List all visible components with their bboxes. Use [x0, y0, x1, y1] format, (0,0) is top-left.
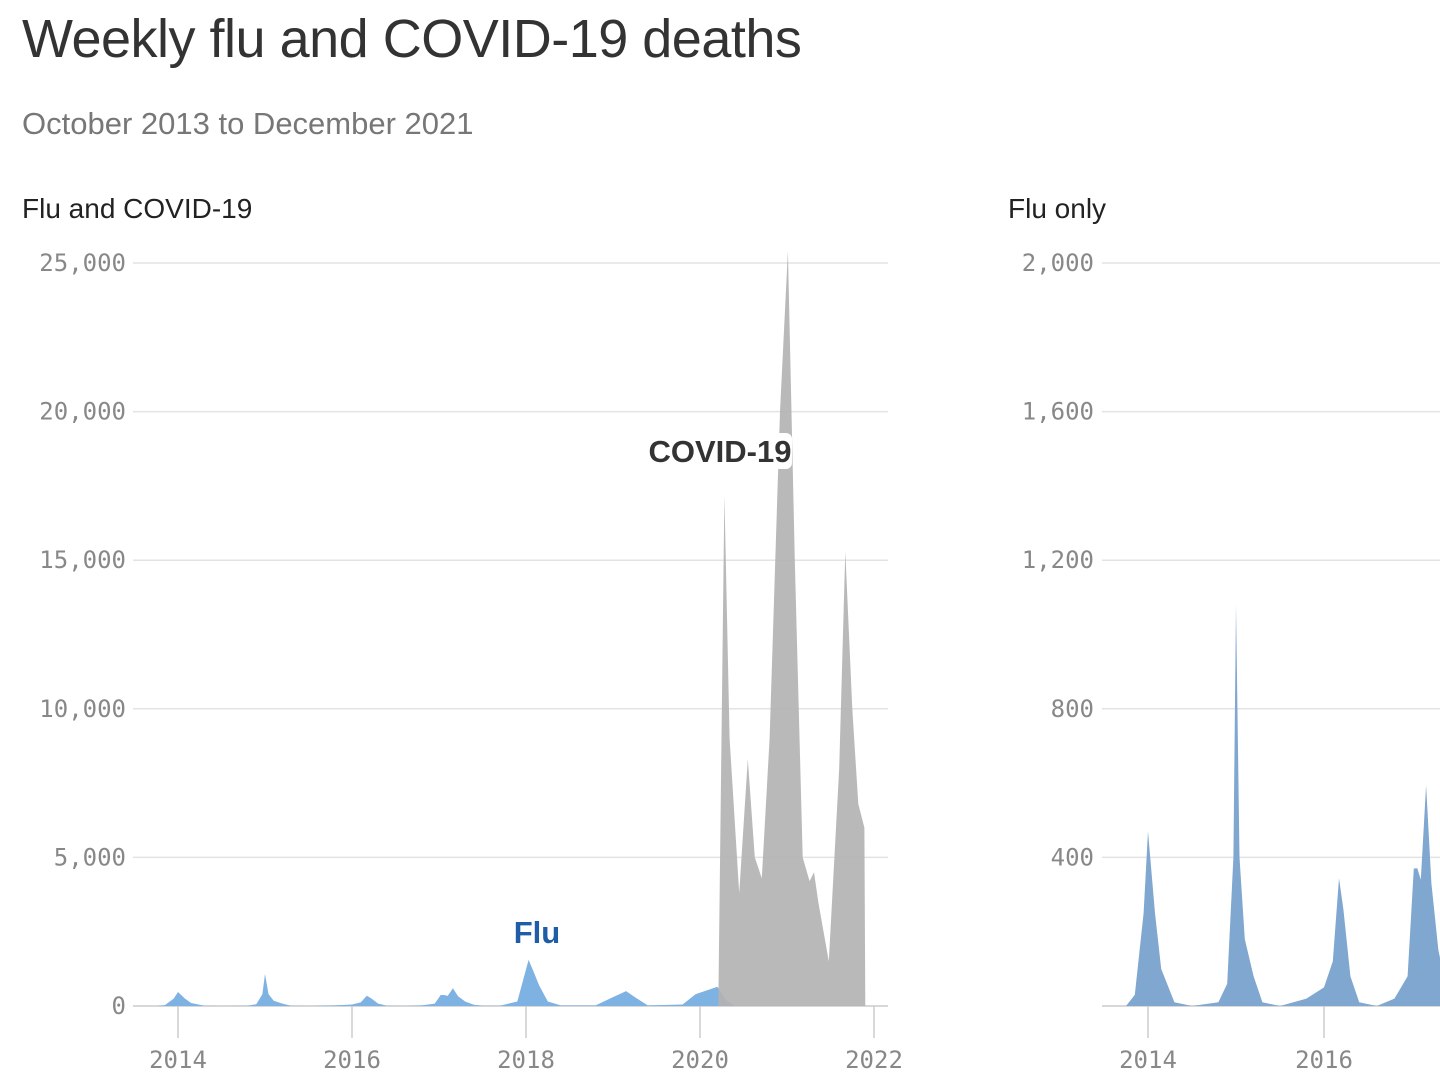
flu-label: Flu [514, 915, 561, 950]
y-tick-label: 20,000 [39, 398, 126, 426]
covid-label: COVID-19 [649, 434, 792, 469]
x-tick-label: 2016 [323, 1046, 381, 1074]
x-tick-label: 2022 [845, 1046, 903, 1074]
chart-title: Weekly flu and COVID-19 deaths [22, 9, 802, 69]
y-tick-label: 1,600 [1022, 398, 1094, 426]
x-tick-label: 2014 [149, 1046, 207, 1074]
y-tick-label: 1,200 [1022, 546, 1094, 574]
panel-title-flu-only: Flu only [1008, 193, 1107, 224]
y-tick-label: 5,000 [54, 843, 126, 871]
y-tick-label: 2,000 [1022, 249, 1094, 277]
covid-label-background [648, 433, 792, 469]
panel-title-flu-and-covid: Flu and COVID-19 [22, 193, 253, 224]
x-tick-label: 2014 [1119, 1046, 1177, 1074]
flu-only-area [1126, 604, 1440, 1006]
y-tick-label: 0 [112, 992, 126, 1020]
covid-area [718, 251, 866, 1007]
x-tick-label: 2016 [1295, 1046, 1353, 1074]
y-tick-label: 15,000 [39, 546, 126, 574]
y-tick-label: 800 [1051, 695, 1094, 723]
chart-subtitle: October 2013 to December 2021 [22, 106, 474, 141]
x-tick-label: 2018 [497, 1046, 555, 1074]
y-tick-label: 10,000 [39, 695, 126, 723]
y-tick-label: 400 [1051, 843, 1094, 871]
y-tick-label: 25,000 [39, 249, 126, 277]
x-tick-label: 2020 [671, 1046, 729, 1074]
